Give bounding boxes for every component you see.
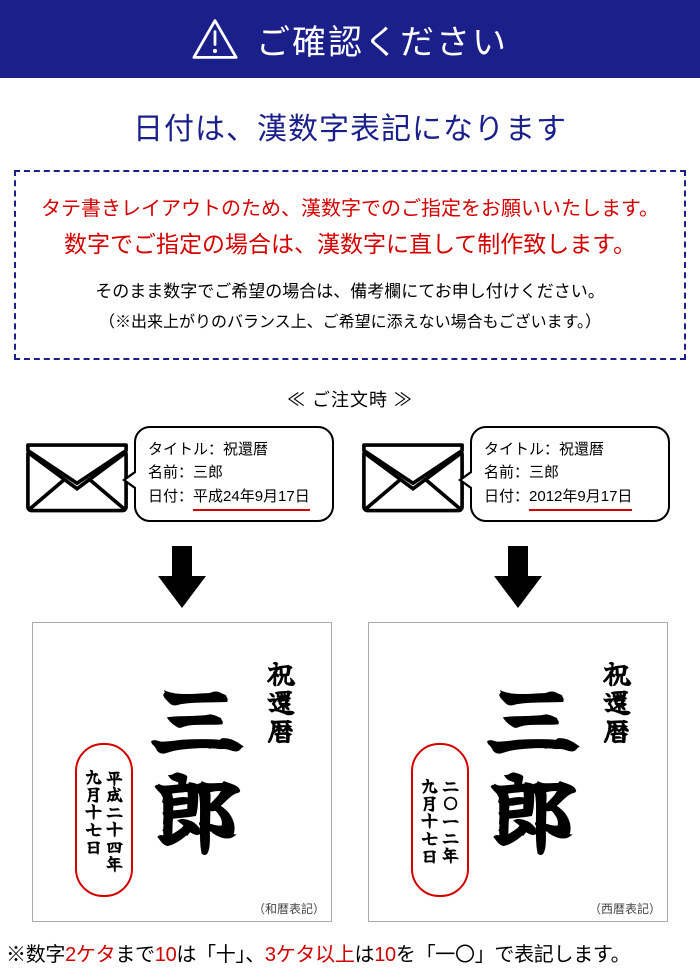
bubble-val: 三郎 [529,464,559,481]
banner-title: ご確認ください [256,15,508,64]
notice-line-4: （※出来上がりのバランス上、ご希望に添えない場合もございます。） [26,308,674,338]
result-card-right: 祝還暦 三郎 九月十七日 二〇一二年 （西暦表記） [368,622,668,922]
card-caption: （西暦表記） [589,900,661,917]
footnote-text: を「一〇」で表記します。 [396,944,630,966]
envelope-icon [358,436,468,516]
bubble-key: 日付： [484,488,529,505]
notice-line-1: タテ書きレイアウトのため、漢数字でのご指定をお願いいたします。 [26,194,674,225]
footnote-text: は「十」、 [176,944,265,966]
footnote-red: 2ケタ [65,944,115,966]
footnote-text: ※数字 [6,944,65,966]
card-date-col2: 九月十七日 [421,777,438,864]
footnote-red: 10 [374,944,396,966]
bubble-key: タイトル： [148,441,223,458]
card-date-col1: 二〇一二年 [442,777,459,864]
footnote-text: は [355,944,375,966]
bubble-val: 三郎 [193,464,223,481]
warning-banner: ご確認ください [0,0,700,78]
footnote-text: まで [115,944,154,966]
warning-icon [192,18,238,60]
bubble-date: 2012年9月17日 [529,485,632,511]
bubble-val: 祝還暦 [223,441,268,458]
footnote: ※数字2ケタまで10は「十」、3ケタ以上は10を「一〇」で表記します。 [0,922,700,977]
speech-bubble-right: タイトル：祝還暦 名前：三郎 日付：2012年9月17日 [470,426,670,522]
bubble-key: タイトル： [484,441,559,458]
order-time-label: ≪ ご注文時 ≫ [0,386,700,412]
card-name: 三郎 [151,671,241,855]
card-date-oval: 九月十七日 二〇一二年 [411,743,469,897]
footnote-red: 10 [155,944,177,966]
example-left: タイトル：祝還暦 名前：三郎 日付：平成24年9月17日 祝還暦 三郎 九月十七… [22,426,342,922]
envelope-icon [22,436,132,516]
footnote-red: 3ケタ以上 [265,944,355,966]
card-date-col1: 平成二十四年 [106,768,123,872]
down-arrow-icon [494,546,542,608]
bubble-date: 平成24年9月17日 [193,485,310,511]
notice-line-2: 数字でご指定の場合は、漢数字に直して制作致します。 [26,227,674,262]
card-side-text: 祝還暦 [261,659,301,745]
card-caption: （和暦表記） [253,900,325,917]
down-arrow-icon [158,546,206,608]
speech-bubble-left: タイトル：祝還暦 名前：三郎 日付：平成24年9月17日 [134,426,334,522]
bubble-key: 名前： [148,464,193,481]
subheading: 日付は、漢数字表記になります [0,78,700,170]
card-date-oval: 九月十七日 平成二十四年 [75,743,133,897]
notice-line-3: そのまま数字でご希望の場合は、備考欄にてお申し付けください。 [26,276,674,308]
card-date-col2: 九月十七日 [85,768,102,872]
bubble-key: 日付： [148,488,193,505]
card-name: 三郎 [487,671,577,855]
notice-box: タテ書きレイアウトのため、漢数字でのご指定をお願いいたします。 数字でご指定の場… [14,170,686,360]
bubble-val: 祝還暦 [559,441,604,458]
bubble-key: 名前： [484,464,529,481]
card-side-text: 祝還暦 [597,659,637,745]
result-card-left: 祝還暦 三郎 九月十七日 平成二十四年 （和暦表記） [32,622,332,922]
example-right: タイトル：祝還暦 名前：三郎 日付：2012年9月17日 祝還暦 三郎 九月十七… [358,426,678,922]
examples-row: タイトル：祝還暦 名前：三郎 日付：平成24年9月17日 祝還暦 三郎 九月十七… [0,426,700,922]
